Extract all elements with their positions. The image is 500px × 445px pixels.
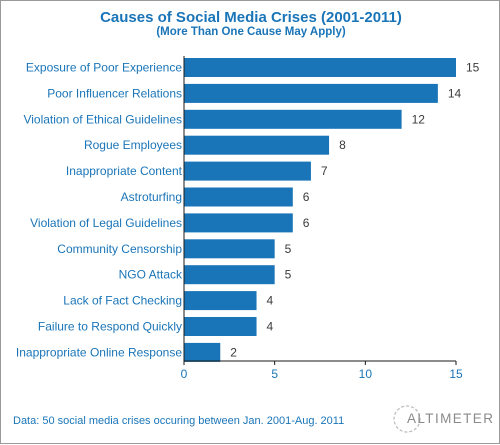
logo-ring-icon xyxy=(393,405,421,433)
category-label: Astroturfing xyxy=(121,190,182,204)
category-label: Violation of Legal Guidelines xyxy=(30,216,182,230)
x-tick-label: 0 xyxy=(181,367,188,381)
value-label: 2 xyxy=(230,345,237,359)
category-label: Poor Influencer Relations xyxy=(47,86,182,100)
value-label: 6 xyxy=(303,216,310,230)
value-label: 5 xyxy=(285,242,292,256)
x-axis: 0 5 10 15 xyxy=(181,56,463,381)
bar xyxy=(184,342,221,362)
category-label: Exposure of Poor Experience xyxy=(26,61,182,75)
value-label: 12 xyxy=(412,112,426,126)
value-label: 14 xyxy=(448,86,462,100)
bar xyxy=(184,135,330,155)
category-label: Inappropriate Online Response xyxy=(16,345,182,359)
bar xyxy=(184,58,456,77)
category-label: NGO Attack xyxy=(119,268,183,282)
category-label: Failure to Respond Quickly xyxy=(38,320,182,334)
category-labels-layer: Exposure of Poor Experience Poor Influenc… xyxy=(16,61,183,360)
altimeter-logo: ALTIMETER xyxy=(387,401,497,437)
category-label: Violation of Ethical Guidelines xyxy=(23,112,182,126)
category-label: Inappropriate Content xyxy=(66,164,183,178)
value-label: 4 xyxy=(267,294,274,308)
value-label: 8 xyxy=(339,138,346,152)
chart-title: Causes of Social Media Crises (2001-2011… xyxy=(100,9,402,26)
value-label: 5 xyxy=(285,268,292,282)
x-tick-label: 5 xyxy=(271,367,278,381)
x-tick-label: 15 xyxy=(449,367,463,381)
bar xyxy=(184,187,293,207)
data-source-footnote: Data: 50 social media crises occuring be… xyxy=(13,415,345,427)
category-label: Rogue Employees xyxy=(84,138,182,152)
value-label: 15 xyxy=(466,61,480,75)
value-label: 4 xyxy=(267,320,274,334)
category-label: Lack of Fact Checking xyxy=(63,294,182,308)
bar xyxy=(184,265,275,285)
bar xyxy=(184,213,293,233)
bar xyxy=(184,109,402,129)
bar xyxy=(184,239,275,259)
bar xyxy=(184,161,311,181)
x-tick-label: 10 xyxy=(359,367,373,381)
bar xyxy=(184,83,438,103)
bar xyxy=(184,317,257,336)
chart-subtitle: (More Than One Cause May Apply) xyxy=(156,26,346,38)
logo-text: ALTIMETER xyxy=(407,411,495,426)
bar xyxy=(184,291,257,311)
value-label: 6 xyxy=(303,190,310,204)
category-label: Community Censorship xyxy=(57,242,182,256)
value-label: 7 xyxy=(321,164,328,178)
bars-layer xyxy=(184,58,456,362)
